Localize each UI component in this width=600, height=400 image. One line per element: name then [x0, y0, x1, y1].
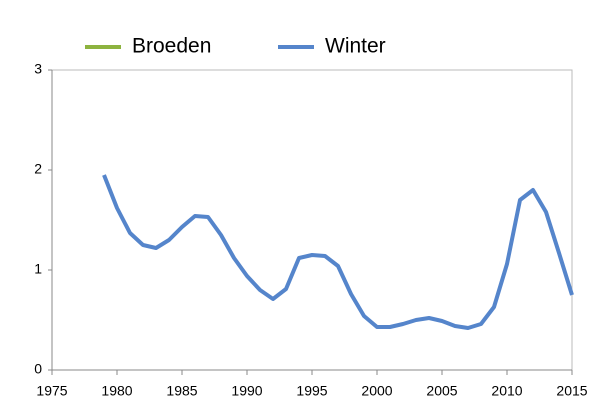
x-tick-label: 2005 [426, 383, 457, 399]
x-tick-label: 1995 [296, 383, 327, 399]
x-tick-label: 1990 [231, 383, 262, 399]
y-tick-label: 3 [34, 61, 42, 77]
plot-frame [51, 69, 573, 371]
x-tick-label: 1980 [101, 383, 132, 399]
x-tick-label: 1985 [166, 383, 197, 399]
x-tick-label: 1975 [36, 383, 67, 399]
x-tick-label: 2010 [491, 383, 522, 399]
y-tick-label: 0 [34, 361, 42, 377]
legend-label: Winter [325, 35, 386, 58]
x-tick-label: 2015 [556, 383, 587, 399]
series-line [102, 174, 574, 330]
legend-label: Broeden [132, 35, 211, 58]
y-tick-label: 2 [34, 161, 42, 177]
y-tick-label: 1 [34, 261, 42, 277]
x-tick-label: 2000 [361, 383, 392, 399]
